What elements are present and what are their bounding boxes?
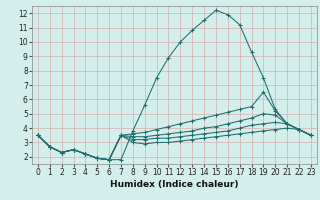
X-axis label: Humidex (Indice chaleur): Humidex (Indice chaleur) — [110, 180, 239, 189]
